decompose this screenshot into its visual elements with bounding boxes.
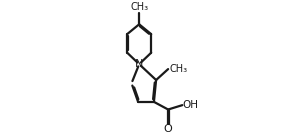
Text: O: O [164,124,172,134]
Text: N: N [135,59,143,69]
Text: CH₃: CH₃ [130,2,148,12]
Text: OH: OH [183,100,199,110]
Text: CH₃: CH₃ [169,64,187,74]
